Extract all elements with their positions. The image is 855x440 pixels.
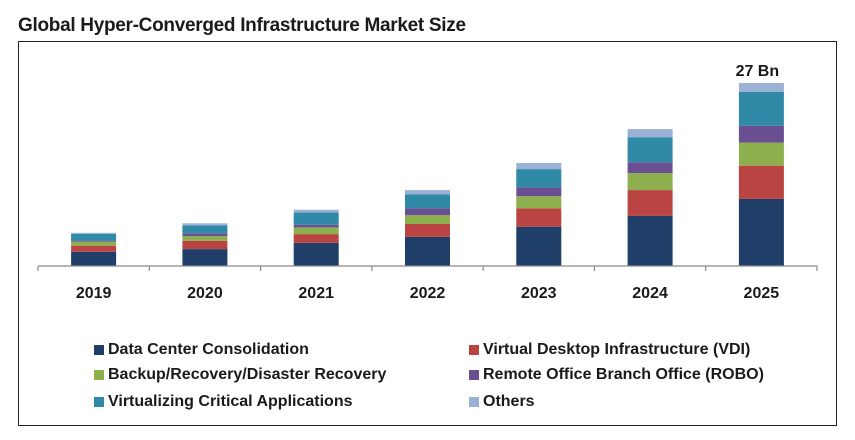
bar-segment-2023-5: [516, 163, 562, 170]
bar-segment-2025-4: [738, 91, 784, 126]
bar-segment-2024-3: [627, 162, 673, 174]
bar-segment-2024-1: [627, 190, 673, 216]
bars-group: [71, 83, 784, 266]
bar-segment-2020-1: [182, 240, 228, 249]
bar-stack-2024: [627, 129, 673, 266]
bar-segment-2021-1: [293, 234, 339, 243]
bar-segment-2019-0: [71, 251, 117, 266]
bar-segment-2024-0: [627, 215, 673, 266]
x-tick-label: 2021: [298, 285, 334, 302]
bar-segment-2022-0: [405, 236, 450, 266]
bar-segment-2025-5: [738, 83, 784, 92]
bar-segment-2025-2: [738, 142, 784, 166]
bar-segment-2020-2: [182, 236, 228, 241]
bar-segment-2025-3: [738, 125, 784, 143]
bar-stack-2022: [405, 190, 450, 266]
x-tick-labels: 2019 2020 2021 2022 2023 2024 2025: [76, 285, 779, 302]
chart-title: Global Hyper-Converged Infrastructure Ma…: [18, 15, 466, 36]
bar-segment-2021-4: [293, 212, 339, 225]
bar-stack-2023: [516, 163, 562, 266]
bar-segment-2021-5: [293, 209, 339, 213]
bar-segment-2019-2: [71, 241, 117, 246]
bar-segment-2020-0: [182, 249, 228, 266]
bar-segment-2019-1: [71, 245, 117, 252]
bar-segment-2025-0: [738, 198, 784, 266]
bar-segment-2020-5: [182, 223, 228, 226]
bar-segment-2020-3: [182, 233, 228, 237]
bar-segment-2021-0: [293, 243, 339, 266]
bar-segment-2024-2: [627, 173, 673, 190]
bar-segment-2025-1: [738, 165, 784, 199]
bar-segment-2024-5: [627, 129, 673, 138]
bar-segment-2019-3: [71, 240, 117, 242]
bar-segment-2022-3: [405, 208, 450, 216]
bar-stack-2019: [71, 232, 117, 266]
bar-segment-2023-0: [516, 226, 562, 266]
x-tick-label: 2025: [744, 285, 780, 302]
bar-segment-2022-5: [405, 190, 450, 195]
x-tick-label: 2019: [76, 285, 112, 302]
bar-segment-2022-1: [405, 224, 450, 237]
bar-segment-2021-3: [293, 224, 339, 228]
bar-segment-2021-2: [293, 227, 339, 235]
x-tick-label: 2020: [187, 285, 223, 302]
x-tick-label: 2023: [521, 285, 557, 302]
bar-stack-2025: [738, 83, 784, 266]
annotations: 27 Bn: [736, 63, 780, 80]
bar-segment-2019-5: [71, 232, 117, 234]
bar-segment-2023-1: [516, 208, 562, 227]
bar-segment-2019-4: [71, 233, 117, 241]
bar-segment-2022-4: [405, 194, 450, 209]
bar-segment-2022-2: [405, 215, 450, 224]
total-annotation: 27 Bn: [736, 63, 780, 80]
bar-stack-2021: [293, 209, 339, 266]
bar-segment-2020-4: [182, 225, 228, 234]
x-tick-label: 2024: [632, 285, 668, 302]
bar-segment-2023-3: [516, 187, 562, 197]
bar-segment-2024-4: [627, 137, 673, 163]
x-axis: [37, 265, 818, 271]
x-tick-label: 2022: [410, 285, 446, 302]
bar-segment-2023-4: [516, 169, 562, 188]
bar-stack-2020: [182, 223, 228, 266]
bar-segment-2023-2: [516, 196, 562, 209]
